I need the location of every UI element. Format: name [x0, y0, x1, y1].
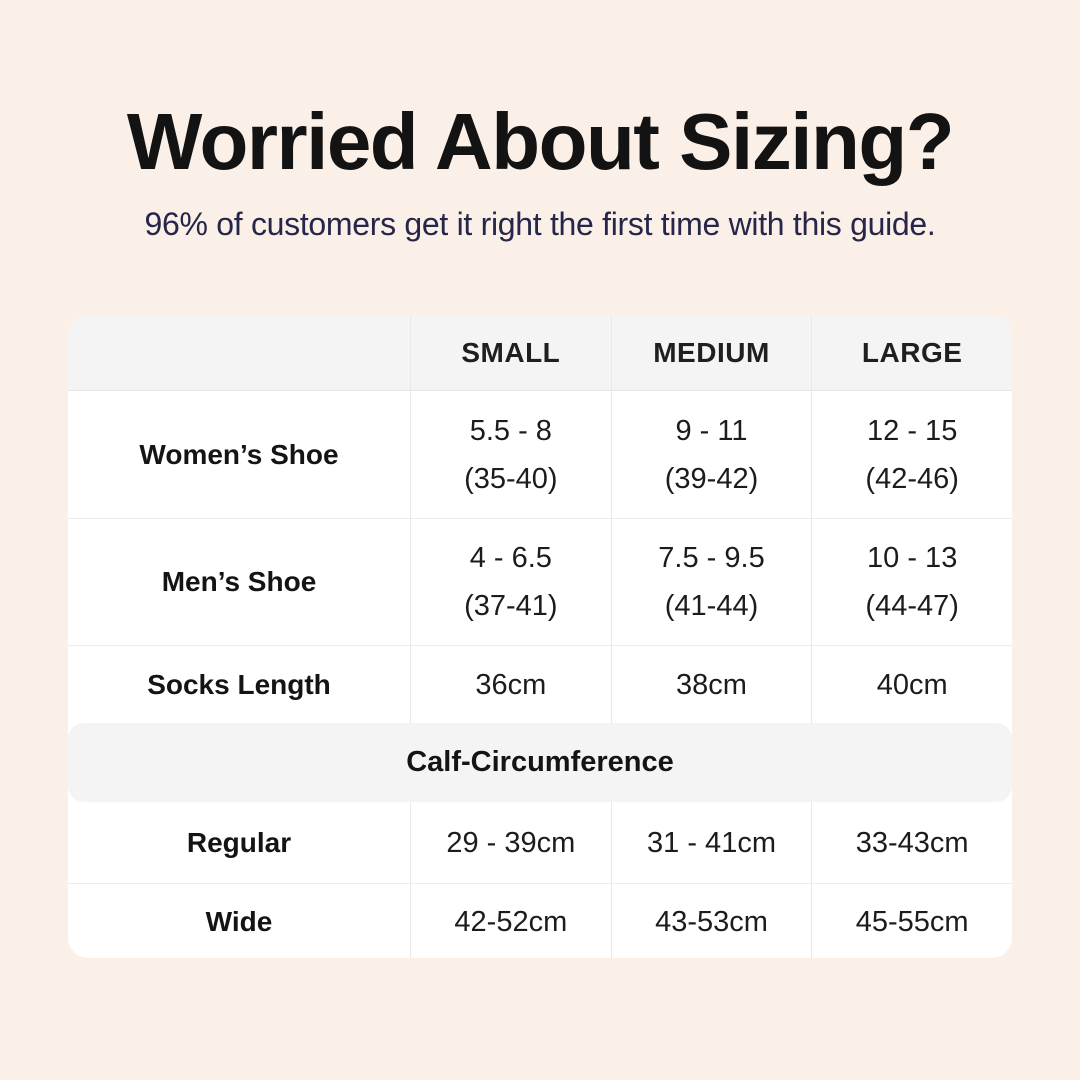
- page-subtitle: 96% of customers get it right the first …: [144, 206, 936, 242]
- cell-value-line: 33-43cm: [855, 826, 969, 859]
- page-title: Worried About Sizing?: [126, 97, 955, 186]
- cell-value-line: (42-46): [865, 462, 959, 495]
- table-cell: 12 - 15 (42-46): [811, 391, 1012, 518]
- table-cell: 4 - 6.5 (37-41): [410, 519, 611, 645]
- table-cell: 7.5 - 9.5 (41-44): [610, 519, 812, 645]
- table-cell: 40cm: [811, 646, 1012, 723]
- table-cell: 31 - 41cm: [610, 802, 812, 883]
- table-cell: 9 - 11 (39-42): [610, 391, 812, 518]
- cell-value-line: 38cm: [676, 668, 747, 701]
- column-header-small: SMALL: [410, 315, 611, 390]
- table-cell: 5.5 - 8 (35-40): [410, 391, 611, 518]
- row-label: Socks Length: [147, 668, 331, 700]
- size-guide-table: SMALL MEDIUM LARGE Women’s Shoe 5.5 - 8 …: [68, 315, 1012, 958]
- cell-value-line: 36cm: [475, 668, 547, 701]
- table-cell: 29 - 39cm: [410, 802, 611, 883]
- cell-value-line: (37-41): [464, 590, 558, 622]
- cell-value-line: (44-47): [865, 590, 959, 622]
- table-row-mens-shoe: Men’s Shoe 4 - 6.5 (37-41) 7.5 - 9.5 (41…: [68, 519, 1012, 646]
- cell-value-line: 10 - 13: [867, 542, 958, 574]
- cell-value-line: 31 - 41cm: [647, 826, 776, 859]
- row-label: Regular: [186, 826, 292, 858]
- row-label: Wide: [205, 905, 273, 937]
- cell-value-line: (35-40): [464, 462, 558, 495]
- cell-value-line: 4 - 6.5: [469, 542, 552, 574]
- cell-value-line: 45-55cm: [855, 905, 969, 938]
- table-header-row: SMALL MEDIUM LARGE: [68, 315, 1012, 391]
- cell-value-line: 29 - 39cm: [446, 826, 576, 859]
- cell-value-line: 43-53cm: [655, 905, 768, 938]
- table-row-wide: Wide 42-52cm 43-53cm 45-55cm: [68, 884, 1012, 958]
- table-cell: 43-53cm: [610, 884, 812, 958]
- table-cell: 36cm: [410, 646, 611, 723]
- table-cell: 45-55cm: [811, 884, 1012, 958]
- cell-value-line: 7.5 - 9.5: [658, 542, 765, 574]
- table-row-regular: Regular 29 - 39cm 31 - 41cm 33-43cm: [68, 802, 1012, 884]
- row-label: Women’s Shoe: [139, 438, 339, 470]
- table-row-socks-length: Socks Length 36cm 38cm 40cm: [68, 646, 1012, 723]
- row-label: Men’s Shoe: [161, 566, 317, 597]
- column-header-large: LARGE: [811, 315, 1012, 390]
- cell-value-line: 42-52cm: [454, 905, 568, 938]
- column-header-medium: MEDIUM: [610, 315, 812, 390]
- cell-value-line: 9 - 11: [675, 414, 748, 447]
- table-cell: 10 - 13 (44-47): [811, 519, 1012, 645]
- cell-value-line: 5.5 - 8: [469, 414, 552, 447]
- table-cell: 38cm: [610, 646, 812, 723]
- table-row-womens-shoe: Women’s Shoe 5.5 - 8 (35-40) 9 - 11 (39-…: [68, 391, 1012, 519]
- section-header-calf-circumference: Calf-Circumference: [68, 723, 1012, 802]
- cell-value-line: 12 - 15: [867, 414, 958, 447]
- cell-value-line: (39-42): [664, 462, 759, 495]
- table-cell: 42-52cm: [410, 884, 611, 958]
- cell-value-line: (41-44): [664, 590, 759, 622]
- table-cell: 33-43cm: [811, 802, 1012, 883]
- cell-value-line: 40cm: [876, 668, 948, 701]
- header-empty-cell: [68, 315, 410, 390]
